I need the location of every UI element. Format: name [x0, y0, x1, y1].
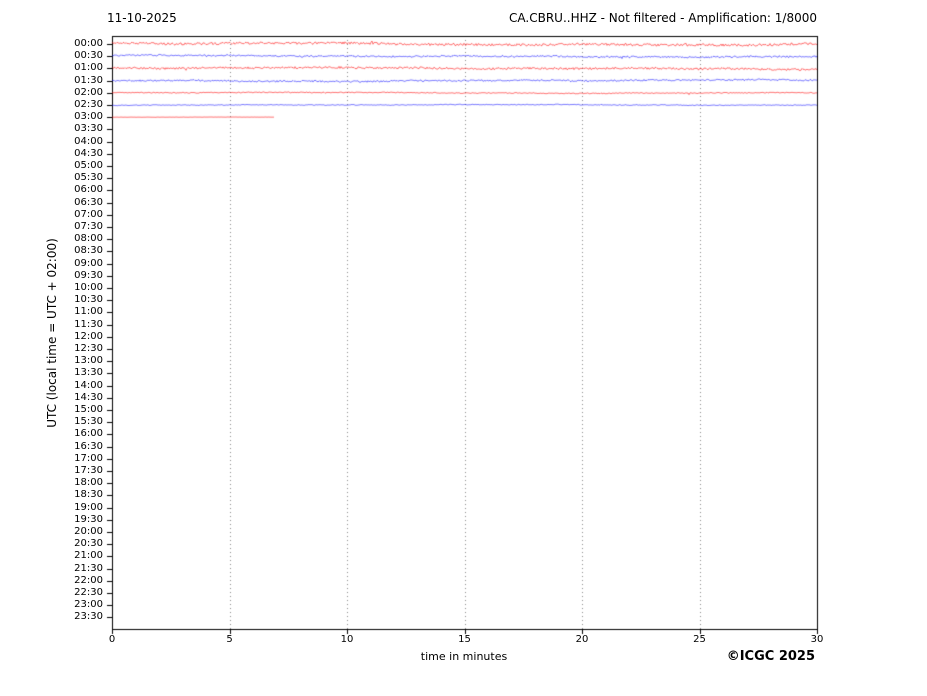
- y-tick-label: 23:30: [74, 611, 103, 623]
- y-tick-label: 06:30: [74, 196, 103, 208]
- x-tick-label: 0: [108, 634, 116, 645]
- y-tick-label: 14:00: [74, 379, 103, 391]
- y-tick-label: 11:00: [74, 306, 103, 318]
- y-tick-label: 22:30: [74, 587, 103, 598]
- y-tick-label: 14:30: [74, 391, 103, 403]
- y-tick-label: 20:00: [74, 526, 103, 537]
- y-tick-label: 21:30: [74, 562, 103, 574]
- x-axis-label: time in minutes: [420, 650, 508, 663]
- y-tick-label: 12:00: [74, 330, 103, 342]
- y-tick-label: 05:30: [74, 172, 103, 184]
- y-tick-label: 04:00: [74, 135, 103, 147]
- y-tick-label: 19:30: [74, 513, 103, 525]
- y-tick-label: 03:00: [74, 111, 103, 123]
- y-tick-label: 16:30: [74, 440, 103, 452]
- y-tick-label: 04:30: [74, 147, 103, 159]
- y-tick-label: 10:00: [74, 282, 103, 293]
- y-tick-label: 01:00: [74, 62, 103, 74]
- y-tick-label: 00:00: [74, 38, 103, 49]
- y-tick-label: 16:00: [74, 428, 103, 440]
- y-tick-label: 07:30: [74, 221, 103, 232]
- x-tick-label: 20: [575, 634, 589, 645]
- y-tick-label: 08:30: [74, 245, 103, 257]
- x-tick-label: 15: [458, 634, 471, 645]
- y-tick-label: 09:30: [74, 269, 103, 281]
- y-tick-label: 02:30: [74, 99, 103, 110]
- y-tick-label: 10:30: [74, 294, 103, 306]
- y-tick-label: 12:30: [74, 343, 103, 354]
- station-title: CA.CBRU..HHZ - Not filtered - Amplificat…: [509, 11, 817, 25]
- y-tick-label: 06:00: [74, 184, 103, 196]
- x-tick-label: 10: [340, 634, 354, 645]
- date-title: 11-10-2025: [107, 11, 177, 25]
- y-tick-label: 01:30: [74, 74, 103, 86]
- y-tick-label: 07:00: [74, 208, 103, 220]
- y-tick-label: 00:30: [74, 50, 103, 62]
- y-tick-label: 08:00: [74, 233, 103, 245]
- y-tick-label: 13:30: [74, 367, 103, 379]
- copyright-label: ©ICGC 2025: [726, 649, 815, 664]
- y-tick-label: 19:00: [74, 501, 103, 513]
- y-tick-label: 17:30: [74, 465, 103, 476]
- y-tick-label: 15:30: [74, 416, 103, 428]
- y-tick-label: 23:00: [74, 599, 103, 611]
- y-tick-label: 20:30: [74, 538, 103, 550]
- y-tick-label: 22:00: [74, 574, 103, 586]
- y-tick-label: 05:00: [74, 160, 103, 171]
- y-tick-label: 18:00: [74, 477, 103, 489]
- y-tick-label: 15:00: [74, 404, 103, 415]
- y-tick-label: 17:00: [74, 452, 103, 464]
- x-tick-label: 25: [693, 634, 706, 645]
- y-tick-label: 21:00: [74, 550, 103, 562]
- y-tick-label: 09:00: [74, 257, 103, 269]
- y-tick-label: 11:30: [74, 318, 103, 330]
- y-tick-label: 13:00: [74, 355, 103, 367]
- y-tick-label: 02:00: [74, 86, 103, 98]
- y-tick-label: 18:30: [74, 489, 103, 501]
- y-tick-label: 03:30: [74, 123, 103, 135]
- x-tick-label: 5: [226, 634, 233, 645]
- x-tick-label: 30: [810, 634, 824, 645]
